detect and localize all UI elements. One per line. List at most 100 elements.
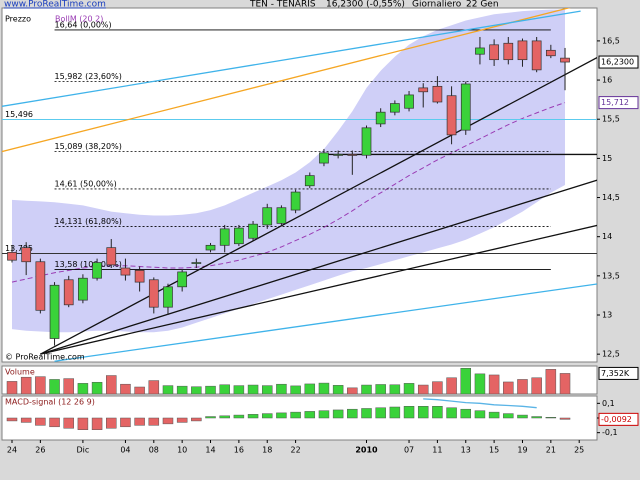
site-link[interactable]: www.ProRealTime.com (4, 0, 106, 10)
bar (389, 406, 401, 419)
bar (162, 385, 174, 394)
x-tick-label: 18 (262, 446, 272, 455)
bar (432, 381, 443, 394)
y-tick-label: 13,5 (602, 271, 620, 280)
candle-body (333, 154, 343, 156)
bar (318, 410, 330, 419)
candle-body (560, 57, 570, 63)
bar (559, 417, 571, 420)
price-marker (598, 366, 639, 380)
volume-plot (6, 367, 571, 394)
x-tick-label: 11 (432, 446, 442, 455)
candle-body (248, 223, 258, 239)
bar (148, 380, 160, 394)
price-marker-label: -0,0092 (601, 415, 632, 424)
bar (247, 414, 259, 419)
y-tick-label: 15,5 (602, 115, 620, 124)
bar (219, 415, 230, 419)
bar (35, 376, 46, 394)
bar (6, 417, 18, 422)
y-tick-label: 12,5 (602, 350, 620, 359)
candle-body (418, 87, 429, 93)
bar (20, 417, 32, 423)
candle-body (120, 267, 131, 276)
bar (332, 409, 344, 419)
bar (531, 416, 542, 419)
fib-level-label: 14,61 (50,00%) (55, 179, 117, 188)
signal-line (423, 398, 537, 409)
bar (361, 384, 372, 394)
bar (233, 385, 245, 394)
y-tick-label: 13 (602, 311, 612, 320)
candle-body (404, 94, 414, 109)
y-tick-label: 14,5 (602, 193, 620, 202)
bar (77, 383, 89, 394)
bar (545, 369, 557, 394)
bar (503, 413, 514, 419)
bar (375, 407, 386, 419)
bar (361, 408, 372, 419)
y-tick-label: 16,5 (602, 36, 620, 45)
bar (488, 374, 500, 394)
x-tick-label: 24 (7, 446, 17, 455)
bar (290, 411, 301, 419)
period: Giornaliero (412, 0, 462, 10)
bar (403, 406, 415, 419)
quote: 16,2300 (-0,55%) (326, 0, 405, 10)
bar (106, 417, 117, 429)
bar (148, 417, 160, 426)
trend-line (2, 8, 571, 153)
bar (176, 417, 188, 423)
bar (403, 383, 415, 394)
x-tick-label: 26 (35, 446, 45, 455)
candle-body (234, 227, 244, 245)
bar (290, 385, 301, 394)
bar (205, 416, 216, 419)
candle-body (219, 228, 230, 246)
bar (261, 413, 273, 419)
x-tick-label: 15 (489, 446, 499, 455)
bar (559, 373, 571, 394)
bar (332, 385, 344, 394)
candle-body (361, 127, 372, 156)
candle-body (21, 247, 32, 263)
bar (91, 417, 103, 430)
bar (432, 406, 443, 419)
candle-body (35, 261, 46, 311)
y-tick-label: 16 (602, 76, 612, 85)
price-marker-label: 7,352K (601, 369, 630, 378)
bar (63, 417, 74, 429)
x-tick-label: 04 (120, 446, 130, 455)
candle-body (432, 85, 443, 103)
date: 22 Gen (466, 0, 499, 10)
candle-body (347, 154, 358, 156)
candle-body (191, 262, 202, 264)
candle-body (106, 247, 117, 266)
bar (191, 417, 202, 422)
x-tick-label: 16 (234, 446, 244, 455)
bar (120, 417, 131, 428)
candle-body (63, 279, 74, 306)
bar (417, 406, 429, 419)
x-tick-label: Dic (77, 446, 90, 455)
candle-body (49, 284, 60, 339)
bar (488, 411, 500, 419)
bar (517, 379, 528, 394)
bar (460, 408, 472, 419)
candle-body (390, 103, 400, 113)
bar (304, 411, 316, 419)
fib-level-label: 15,982 (23,60%) (55, 72, 122, 81)
candle-body (531, 40, 542, 71)
credit: © ProRealTime.com (5, 353, 85, 362)
price-marker (598, 412, 639, 426)
candle-body (290, 191, 301, 211)
bar (446, 377, 457, 394)
price-marker (598, 55, 639, 69)
bar (347, 408, 358, 419)
price-plot: 15,496 13,785 16,64 (0,00%) 15,982 (23,60%)… (2, 8, 597, 362)
x-tick-label: 14 (205, 446, 215, 455)
bar (276, 412, 287, 419)
bar (77, 417, 89, 430)
candle-body (148, 279, 159, 308)
